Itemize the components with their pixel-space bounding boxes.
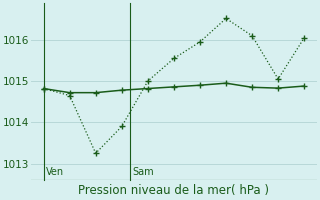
X-axis label: Pression niveau de la mer( hPa ): Pression niveau de la mer( hPa ) [78,184,269,197]
Text: Ven: Ven [46,167,64,177]
Text: Sam: Sam [132,167,154,177]
